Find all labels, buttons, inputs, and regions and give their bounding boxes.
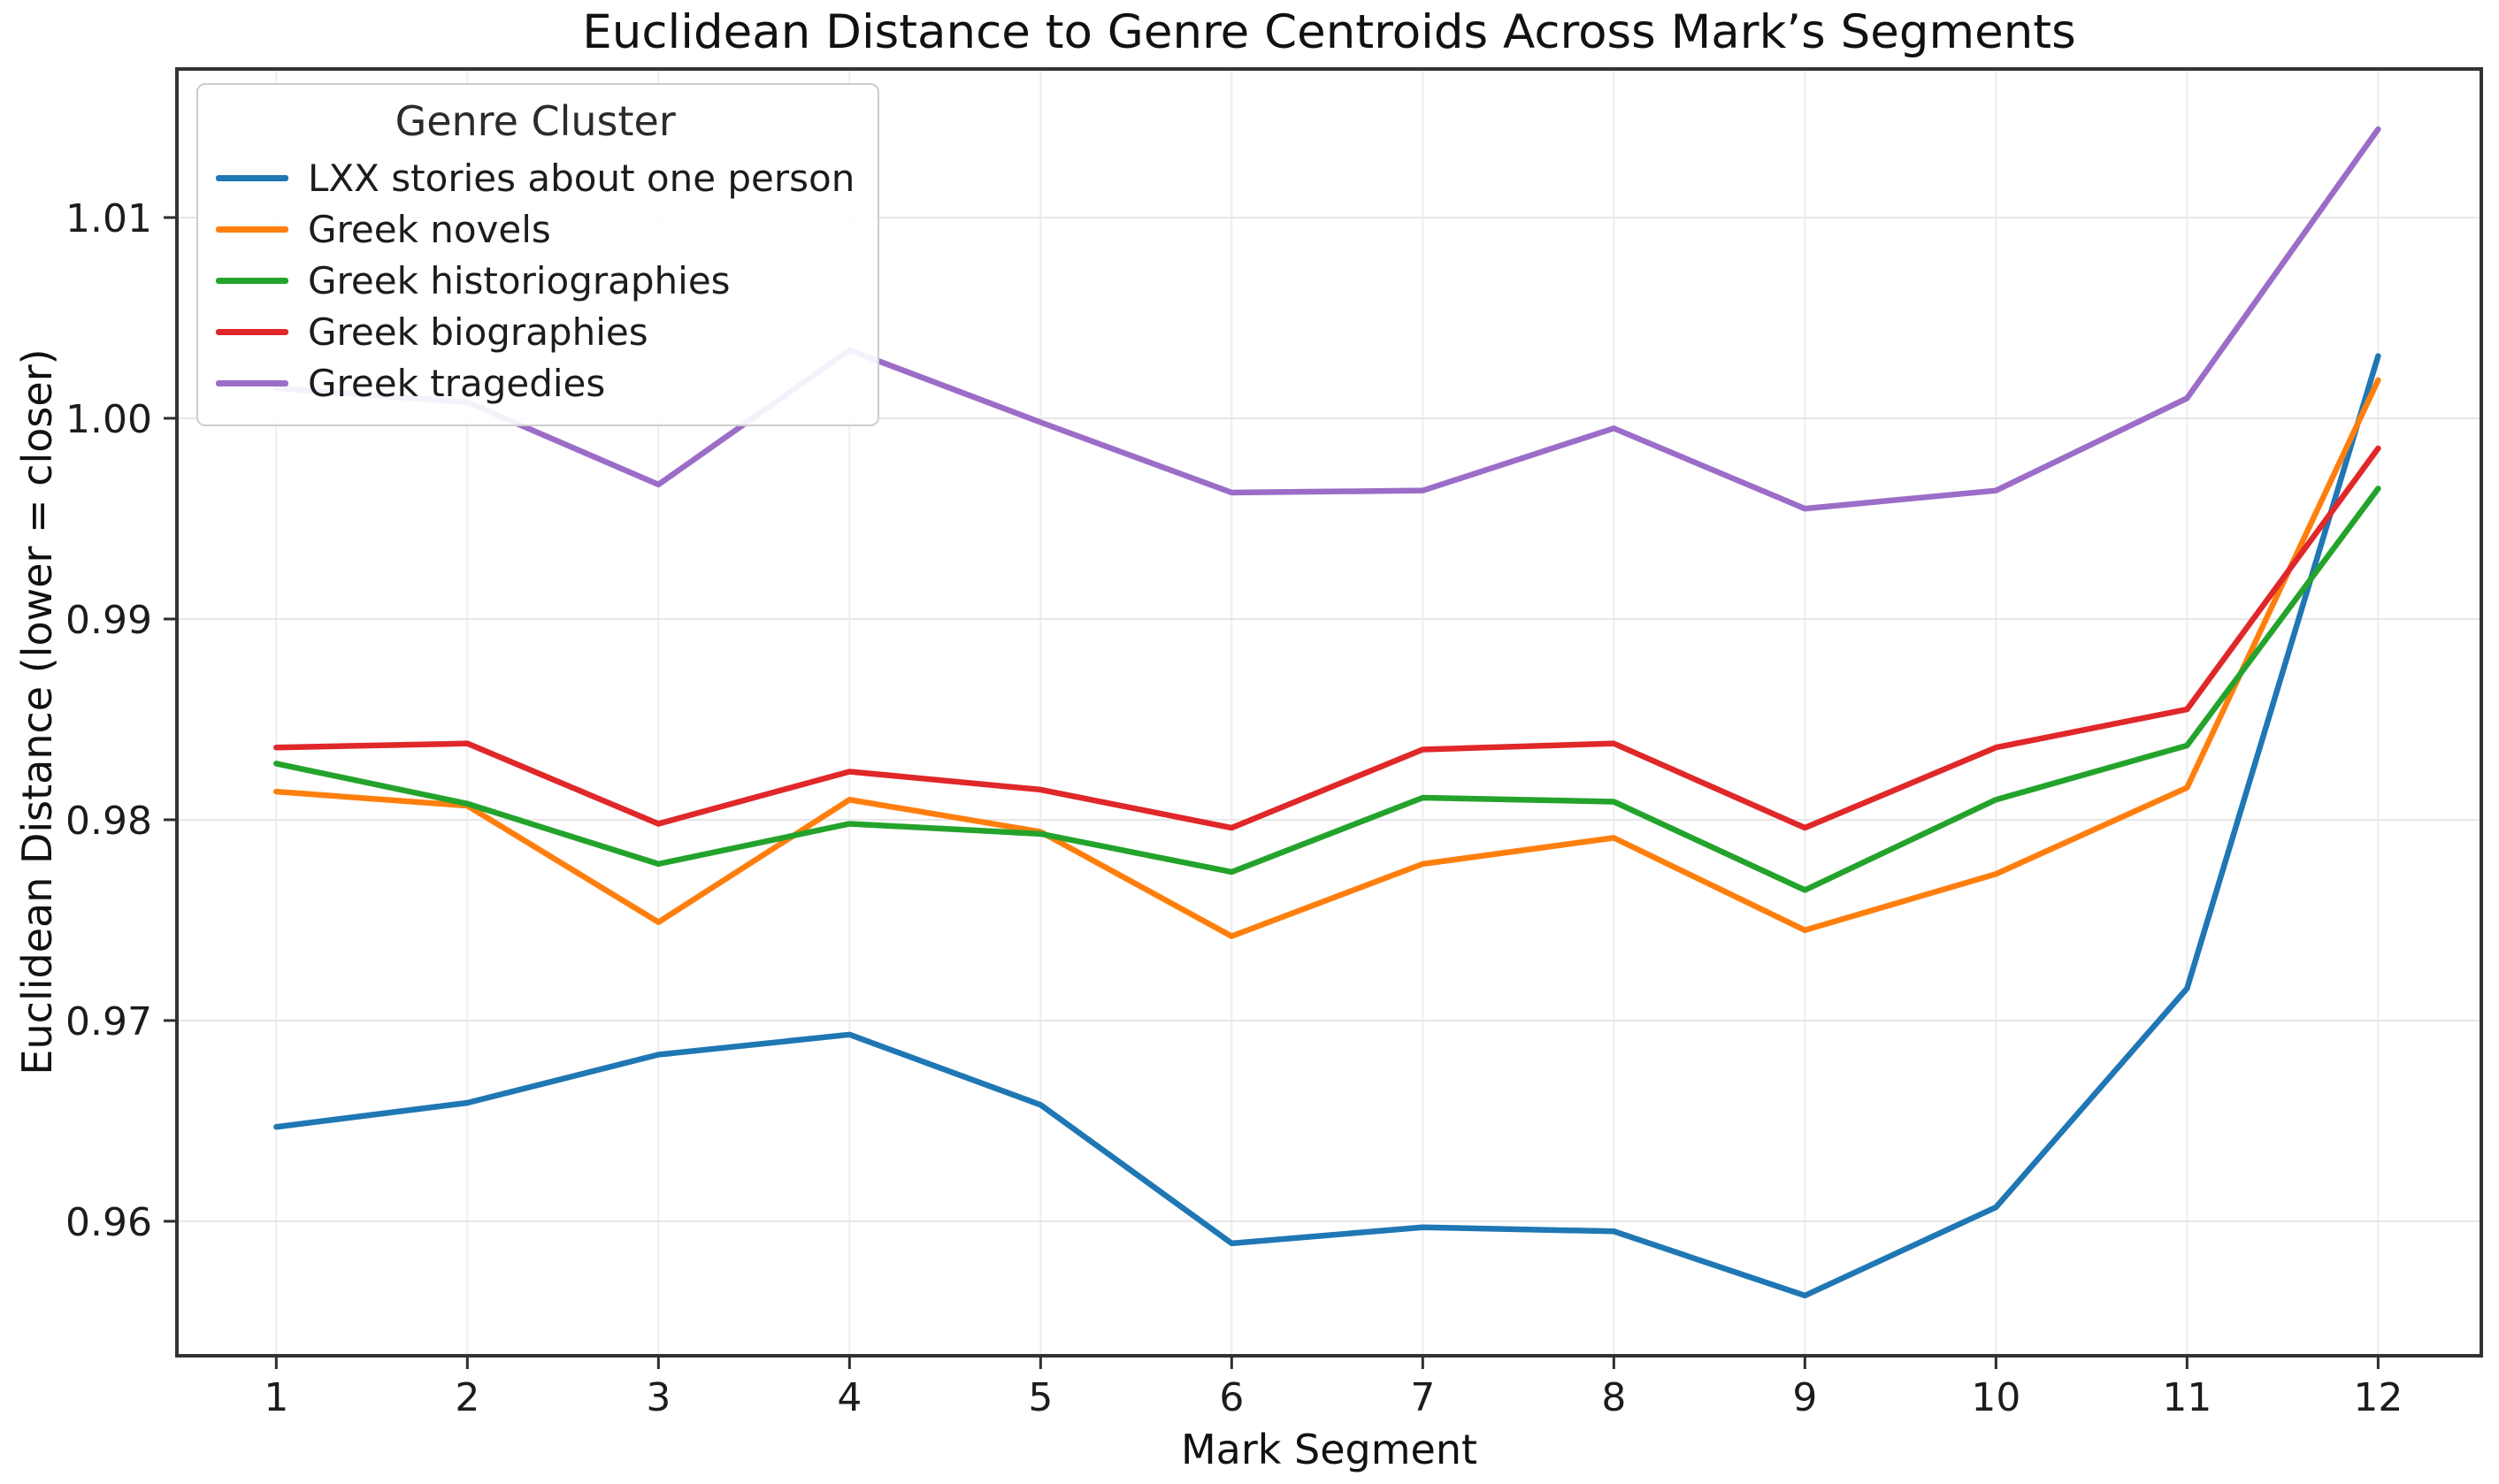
legend-item-label: Greek novels [308, 207, 551, 251]
y-tick-label: 1.00 [65, 397, 152, 442]
y-tick-label: 0.98 [65, 799, 152, 844]
y-tick-label: 0.96 [65, 1200, 152, 1245]
legend-item-label: Greek tragedies [308, 361, 606, 405]
legend-item: Greek novels [216, 203, 855, 255]
x-tick-label: 2 [455, 1375, 479, 1420]
x-tick-label: 12 [2353, 1375, 2403, 1420]
axis-tick-marks [164, 216, 2380, 1369]
x-tick-label: 7 [1410, 1375, 1435, 1420]
legend-title: Genre Cluster [395, 97, 676, 145]
legend-swatch-line [216, 174, 288, 181]
legend-item: Greek biographies [216, 306, 855, 357]
legend-item: Greek tragedies [216, 357, 855, 409]
x-tick-label: 6 [1219, 1375, 1244, 1420]
y-tick-label: 1.01 [65, 196, 152, 241]
legend-item: Greek historiographies [216, 255, 855, 306]
legend: Genre Cluster LXX stories about one pers… [196, 83, 880, 426]
legend-items: LXX stories about one person Greek novel… [216, 152, 855, 409]
x-tick-label: 5 [1028, 1375, 1053, 1420]
series-lines [273, 126, 2381, 1299]
legend-swatch-line [216, 379, 288, 386]
legend-swatch-line [216, 277, 288, 284]
y-tick-label: 0.97 [65, 999, 152, 1044]
x-tick-label: 8 [1601, 1375, 1626, 1420]
legend-item-label: LXX stories about one person [308, 156, 855, 200]
x-tick-label: 3 [646, 1375, 671, 1420]
x-tick-labels: 1 2 3 4 5 6 7 8 9 10 11 12 [264, 1375, 2403, 1420]
y-axis-label: Euclidean Distance (lower = closer) [13, 348, 61, 1075]
series-line-2 [273, 377, 2381, 939]
x-tick-label: 1 [264, 1375, 288, 1420]
legend-item: LXX stories about one person [216, 152, 855, 203]
series-line-5 [273, 126, 2381, 512]
legend-swatch-line [216, 226, 288, 233]
x-tick-label: 9 [1792, 1375, 1817, 1420]
chart-title: Euclidean Distance to Genre Centroids Ac… [582, 5, 2076, 59]
x-axis-label: Mark Segment [1180, 1426, 1478, 1473]
series-line-1 [273, 353, 2381, 1299]
legend-item-label: Greek historiographies [308, 258, 731, 302]
x-tick-label: 4 [837, 1375, 862, 1420]
legend-swatch-line [216, 328, 288, 335]
series-line-3 [273, 486, 2381, 893]
legend-item-label: Greek biographies [308, 310, 648, 354]
x-tick-label: 11 [2162, 1375, 2212, 1420]
plot-border [175, 67, 2483, 1358]
y-tick-label: 0.99 [65, 598, 152, 643]
y-tick-labels: 0.96 0.97 0.98 0.99 1.00 1.01 [65, 196, 152, 1245]
series-line-4 [273, 445, 2381, 831]
x-tick-label: 10 [1971, 1375, 2020, 1420]
